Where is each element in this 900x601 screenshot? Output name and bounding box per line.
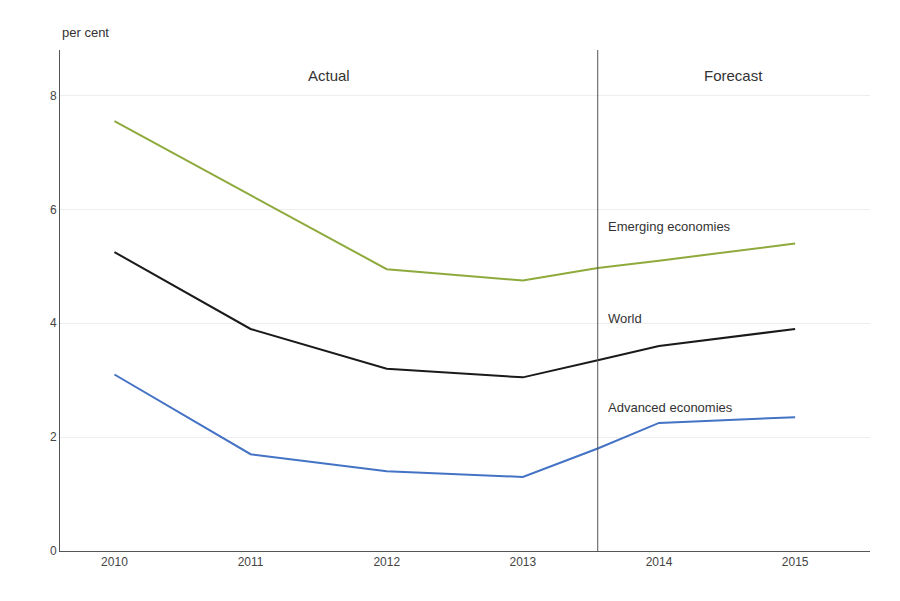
svg-text:0: 0 xyxy=(50,544,57,558)
svg-text:2011: 2011 xyxy=(238,555,264,569)
svg-text:2010: 2010 xyxy=(101,555,128,569)
svg-text:4: 4 xyxy=(50,316,57,330)
svg-text:2015: 2015 xyxy=(782,555,809,569)
svg-text:Forecast: Forecast xyxy=(704,67,763,84)
svg-text:6: 6 xyxy=(50,203,57,217)
svg-text:World: World xyxy=(608,311,642,326)
svg-text:2: 2 xyxy=(50,430,57,444)
svg-text:8: 8 xyxy=(50,89,57,103)
svg-text:Actual: Actual xyxy=(308,67,350,84)
svg-text:Emerging economies: Emerging economies xyxy=(608,219,731,234)
svg-text:2012: 2012 xyxy=(373,555,400,569)
svg-text:Advanced economies: Advanced economies xyxy=(608,400,733,415)
svg-text:2014: 2014 xyxy=(646,555,673,569)
svg-text:2013: 2013 xyxy=(510,555,537,569)
svg-text:per cent: per cent xyxy=(62,25,109,40)
